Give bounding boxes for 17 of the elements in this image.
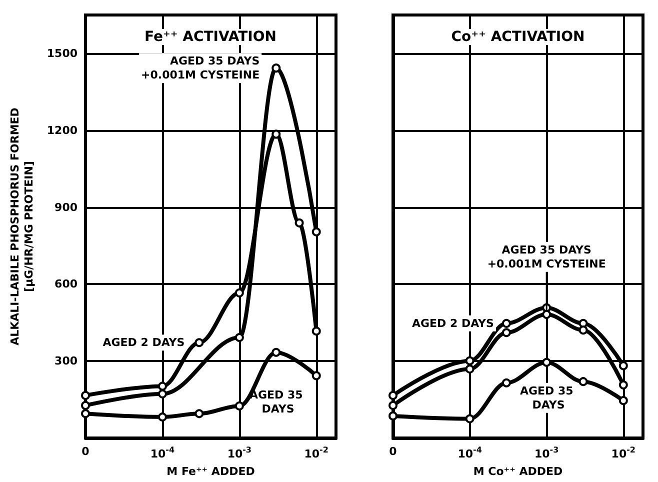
y-tick-label: 300 xyxy=(54,354,78,368)
y-tick-label: 600 xyxy=(54,278,78,291)
y-axis-title: ALKALI-LABILE PHOSPHORUS FORMED [μG/HR/MG PROTEIN] xyxy=(8,108,36,346)
series-label: AGED 2 DAYS xyxy=(412,316,494,330)
x-tick-label: 0 xyxy=(389,445,398,458)
y-tick-label: 900 xyxy=(54,200,78,214)
text: Co⁺⁺ ACTIVATION xyxy=(451,29,585,45)
series-label: AGED 35 DAYS +0.001M CYSTEINE xyxy=(141,54,260,82)
x-tick-label: 0 xyxy=(82,445,90,458)
text: Fe⁺⁺ ACTIVATION xyxy=(144,29,277,45)
series-label: AGED 2 DAYS xyxy=(102,336,185,350)
series-label: AGED 35 DAYS xyxy=(520,384,574,412)
y-tick-label: 1500 xyxy=(46,46,78,60)
y-tick-label: 1200 xyxy=(46,124,78,137)
text: AGED 35 DAYS +0.001M CYSTEINE xyxy=(487,243,606,270)
x-axis-title: M Fe⁺⁺ ADDED xyxy=(166,465,255,478)
x-axis-title: M Co⁺⁺ ADDED xyxy=(473,465,563,478)
